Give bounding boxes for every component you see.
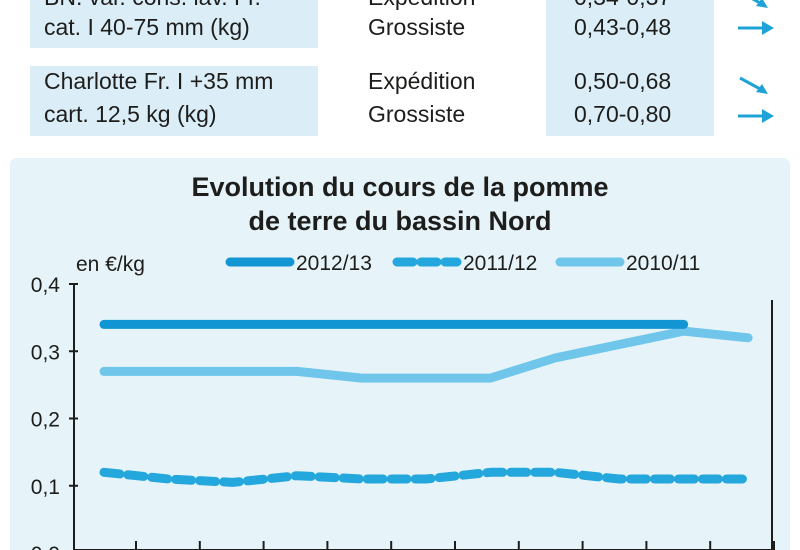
- row2-product-bg: [30, 66, 318, 136]
- price-column-bg: [546, 0, 714, 136]
- arrow-right-icon: [738, 109, 774, 123]
- row2-price1: 0,50-0,68: [574, 68, 672, 94]
- y-tick-label: 0,2: [31, 409, 60, 432]
- row1-product-bg: [30, 0, 318, 48]
- chart-title-line2: de terre du bassin Nord: [248, 206, 551, 236]
- chart-title-line1: Evolution du cours de la pomme: [191, 172, 608, 202]
- row1-price1: 0,34-0,37: [574, 0, 671, 9]
- row2-product-line2: cart. 12,5 kg (kg): [44, 101, 217, 127]
- chart-panel: [10, 158, 790, 550]
- row1-stage2: Grossiste: [368, 14, 466, 40]
- chart-series: [99, 319, 753, 487]
- row2-stage1: Expédition: [368, 68, 476, 94]
- arrow-right-icon: [738, 21, 774, 35]
- row2-product-line1: Charlotte Fr. I +35 mm: [44, 68, 274, 94]
- row1-product-line1: BN. var. cons. lav. Fr.: [44, 0, 261, 9]
- legend-label: 2011/12: [463, 252, 537, 275]
- row1-product-line2: cat. I 40-75 mm (kg): [44, 14, 250, 40]
- row1-price2: 0,43-0,48: [574, 14, 672, 40]
- arrow-down-icon: [751, 0, 768, 8]
- arrow-down-icon: [739, 76, 768, 94]
- y-tick-label: 0,3: [31, 341, 60, 364]
- row2-price2: 0,70-0,80: [574, 101, 672, 127]
- legend-label: 2010/11: [626, 252, 700, 275]
- row1-stage1: Expédition: [368, 0, 475, 9]
- row1-stage-bg: [320, 0, 544, 48]
- legend-label: 2012/13: [296, 252, 372, 275]
- chart-axes: 0,0 0,1 0,2 0,3 0,4: [31, 274, 775, 550]
- series-line-2010-11: [99, 326, 753, 383]
- y-axis-unit-label: en €/kg: [76, 253, 145, 276]
- chart-legend: 2012/13 2011/12 2010/11: [225, 252, 700, 275]
- y-tick-label: 0,0: [31, 543, 60, 550]
- y-tick-label: 0,4: [31, 274, 61, 297]
- row2-stage2: Grossiste: [368, 101, 466, 127]
- y-tick-label: 0,1: [31, 476, 60, 499]
- price-table: BN. var. cons. lav. Fr. cat. I 40-75 mm …: [0, 0, 800, 145]
- series-line-2011-12: [99, 467, 753, 487]
